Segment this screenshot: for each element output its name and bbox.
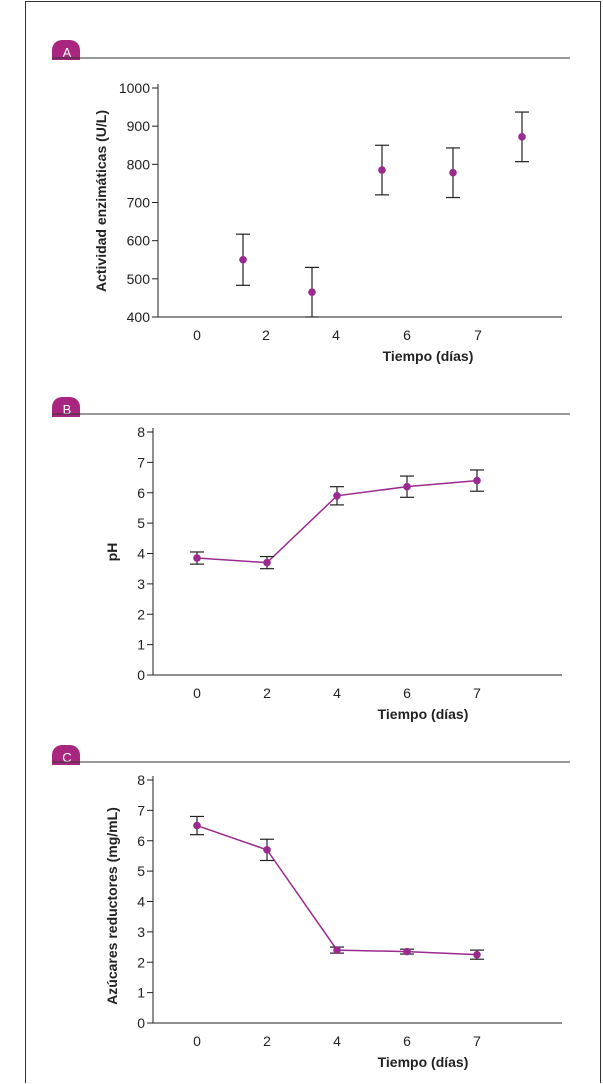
panel-badge (52, 397, 80, 417)
data-point (378, 166, 386, 174)
data-point (333, 491, 341, 500)
x-tick-label: 4 (333, 685, 341, 701)
y-axis-title: Actividad enzimáticas (U/L) (93, 110, 109, 292)
data-point (473, 950, 481, 959)
y-tick-label: 0 (137, 667, 145, 683)
x-tick-label: 2 (263, 685, 271, 701)
y-tick-label: 600 (127, 233, 151, 249)
y-tick-label: 0 (137, 1015, 145, 1031)
y-tick-label: 2 (137, 606, 145, 622)
series-line (196, 824, 478, 956)
y-tick-label: 7 (137, 454, 145, 470)
panel-badge (52, 40, 80, 60)
y-tick-label: 7 (137, 802, 145, 818)
x-axis-title: Tiempo (días) (383, 348, 474, 364)
x-tick-label: 4 (332, 327, 340, 343)
y-tick-label: 5 (137, 863, 145, 879)
data-point (449, 168, 457, 177)
x-tick-label: 0 (193, 685, 201, 701)
y-axis-title: pH (104, 543, 120, 562)
y-tick-label: 900 (127, 118, 151, 134)
y-tick-label: 5 (137, 515, 145, 531)
y-tick-label: 4 (137, 546, 145, 562)
data-point (263, 846, 271, 854)
data-point (403, 947, 411, 956)
panel-label: B (63, 402, 72, 417)
y-tick-label: 2 (137, 954, 145, 970)
y-tick-label: 700 (127, 195, 151, 211)
x-tick-label: 7 (473, 1033, 481, 1049)
data-point (239, 255, 247, 264)
y-tick-label: 6 (137, 485, 145, 501)
y-tick-label: 1 (137, 985, 145, 1001)
y-tick-label: 500 (127, 271, 151, 287)
y-tick-label: 6 (137, 833, 145, 849)
x-tick-label: 2 (263, 1033, 271, 1049)
data-point (193, 554, 201, 562)
data-point (473, 476, 481, 485)
y-tick-label: 800 (127, 156, 151, 172)
x-tick-label: 4 (333, 1033, 341, 1049)
x-tick-label: 6 (403, 1033, 411, 1049)
panel-label: A (63, 45, 72, 60)
y-tick-label: 1000 (119, 80, 150, 96)
y-tick-label: 8 (137, 424, 145, 440)
data-point (403, 482, 411, 491)
x-tick-label: 7 (473, 685, 481, 701)
panel-badge (52, 745, 80, 765)
y-tick-label: 4 (137, 894, 145, 910)
figure-frame (25, 1, 601, 1083)
x-tick-label: 0 (193, 1033, 201, 1049)
x-tick-label: 6 (403, 327, 411, 343)
y-tick-label: 8 (137, 772, 145, 788)
data-point (193, 821, 201, 830)
x-axis-title: Tiempo (días) (378, 1054, 469, 1070)
y-tick-label: 3 (137, 576, 145, 592)
y-tick-label: 1 (137, 637, 145, 653)
y-tick-label: 400 (127, 309, 151, 325)
y-axis-title: Azúcares reductores (mg/mL) (104, 807, 120, 1005)
x-axis-title: Tiempo (días) (378, 706, 469, 722)
x-tick-label: 6 (403, 685, 411, 701)
data-point (263, 558, 271, 567)
data-point (308, 288, 316, 296)
data-point (518, 133, 526, 141)
x-tick-label: 0 (193, 327, 201, 343)
x-tick-label: 7 (474, 327, 482, 343)
x-tick-label: 2 (262, 327, 270, 343)
panel-label: C (62, 750, 71, 765)
data-point (333, 946, 341, 954)
y-tick-label: 3 (137, 924, 145, 940)
